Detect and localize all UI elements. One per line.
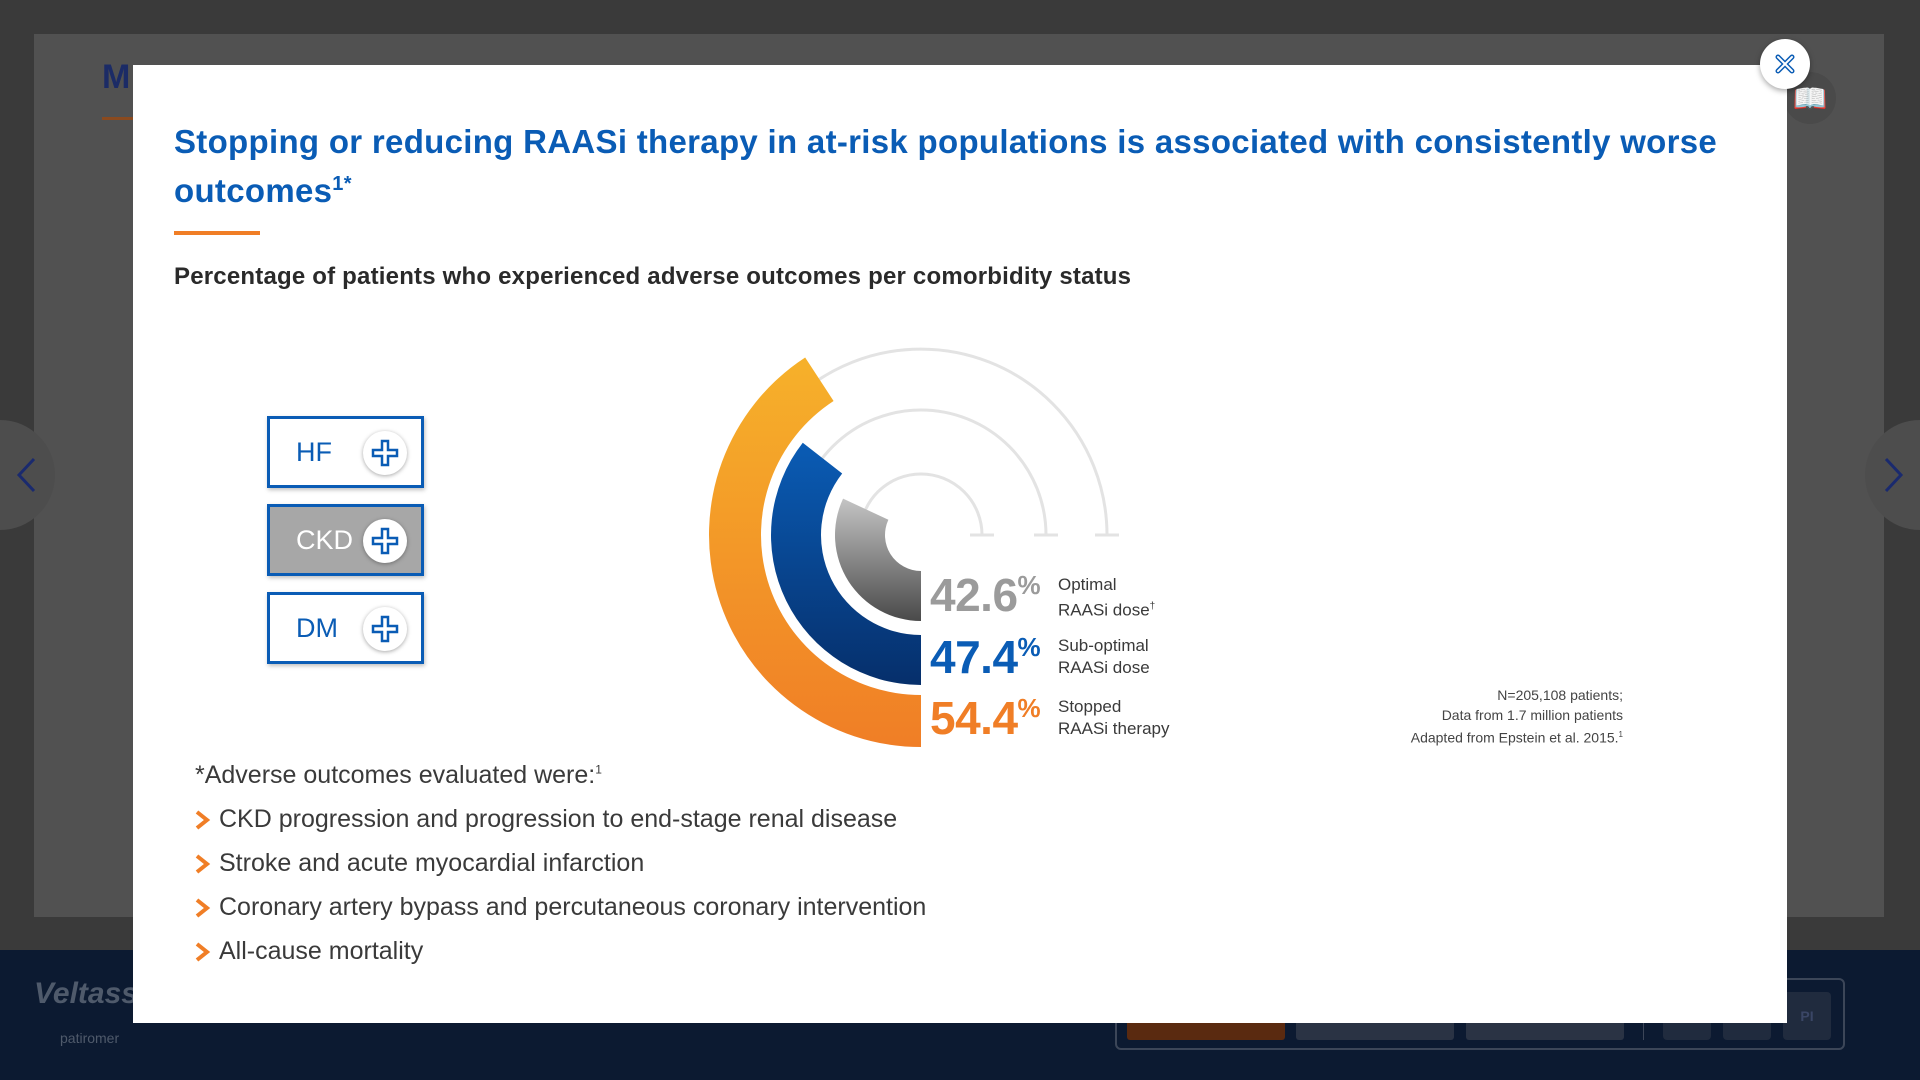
stat-stopped-number: 54.4	[930, 692, 1018, 744]
modal-dialog: Stopping or reducing RAASi therapy in at…	[133, 65, 1787, 1023]
stat-value-optimal: 42.6%	[930, 568, 1041, 622]
chevron-bullet-icon	[195, 898, 211, 918]
chevron-bullet-icon	[195, 942, 211, 962]
headline-rule	[174, 231, 260, 235]
list-item: Stroke and acute myocardial infarction	[195, 841, 926, 885]
radial-bar-chart	[709, 347, 1119, 747]
plus-icon	[363, 607, 407, 651]
stat-suboptimal-line1: Sub-optimal	[1058, 636, 1149, 655]
stat-label-stopped: Stopped RAASi therapy	[1058, 696, 1170, 740]
stat-suboptimal-unit: %	[1017, 632, 1041, 662]
stat-stopped-line2: RAASi therapy	[1058, 719, 1170, 738]
bar-optimal	[835, 498, 921, 621]
stat-value-stopped: 54.4%	[930, 691, 1041, 745]
outcomes-intro: *Adverse outcomes evaluated were:1	[195, 761, 602, 790]
outcomes-intro-text: *Adverse outcomes evaluated were:	[195, 761, 596, 789]
toggle-dm-label: DM	[296, 613, 338, 643]
stat-optimal-line2: RAASi dose	[1058, 600, 1150, 620]
stat-suboptimal-number: 47.4	[930, 631, 1018, 683]
source-footnote: 1	[1618, 730, 1623, 739]
stat-optimal-footnote: †	[1149, 601, 1156, 612]
toggle-ckd-label: CKD	[296, 525, 354, 555]
pi-button[interactable]: PI	[1783, 992, 1831, 1040]
plus-icon	[363, 431, 407, 475]
list-item: CKD progression and progression to end-s…	[195, 797, 926, 841]
outcomes-list: CKD progression and progression to end-s…	[195, 797, 926, 973]
outcome-text: All-cause mortality	[219, 937, 424, 965]
stat-stopped-line1: Stopped	[1058, 697, 1122, 716]
close-icon	[1775, 54, 1795, 74]
brand-logo-subtext: patiromer	[60, 1030, 120, 1046]
stat-optimal-line1: Optimal	[1058, 575, 1117, 594]
source-line-1: N=205,108 patients;	[1497, 687, 1623, 703]
headline-footnote: 1*	[332, 173, 352, 195]
chevron-bullet-icon	[195, 854, 211, 874]
outcome-text: Stroke and acute myocardial infarction	[219, 849, 645, 877]
chart-subheading: Percentage of patients who experienced a…	[174, 263, 1132, 290]
toggle-dm[interactable]: DM	[267, 592, 424, 664]
headline-text: Stopping or reducing RAASi therapy in at…	[174, 123, 1718, 209]
toolbar-separator	[1643, 1012, 1644, 1040]
list-item: All-cause mortality	[195, 929, 926, 973]
chart-track	[858, 472, 984, 536]
background-slide-title: M	[102, 58, 131, 96]
chevron-left-icon	[16, 457, 36, 493]
toggle-hf[interactable]: HF	[267, 416, 424, 488]
chevron-bullet-icon	[195, 810, 211, 830]
source-line-3: Adapted from Epstein et al. 2015.	[1410, 729, 1619, 746]
toggle-hf-label: HF	[296, 437, 332, 467]
toggle-ckd[interactable]: CKD	[267, 504, 424, 576]
outcome-text: Coronary artery bypass and percutaneous …	[219, 893, 927, 921]
stat-optimal-unit: %	[1017, 570, 1041, 600]
background-title-rule	[102, 117, 136, 120]
stat-label-suboptimal: Sub-optimal RAASi dose	[1058, 635, 1150, 679]
outcome-text: CKD progression and progression to end-s…	[219, 805, 898, 833]
stat-stopped-unit: %	[1017, 693, 1041, 723]
bar-suboptimal	[771, 442, 921, 685]
chevron-right-icon	[1884, 457, 1904, 493]
close-modal-button[interactable]	[1760, 39, 1810, 89]
stat-label-optimal: Optimal RAASi dose†	[1058, 574, 1155, 622]
stat-optimal-number: 42.6	[930, 569, 1018, 621]
stat-suboptimal-line2: RAASi dose	[1058, 658, 1150, 677]
stat-value-suboptimal: 47.4%	[930, 630, 1041, 684]
source-line-2: Data from 1.7 million patients	[1441, 707, 1623, 723]
bar-stopped	[709, 357, 921, 747]
chart-bars	[709, 357, 921, 747]
plus-icon	[363, 519, 407, 563]
list-item: Coronary artery bypass and percutaneous …	[195, 885, 926, 929]
modal-headline: Stopping or reducing RAASi therapy in at…	[174, 117, 1734, 215]
source-note: N=205,108 patients; Data from 1.7 millio…	[1411, 685, 1623, 748]
outcomes-intro-footnote: 1	[595, 762, 602, 777]
